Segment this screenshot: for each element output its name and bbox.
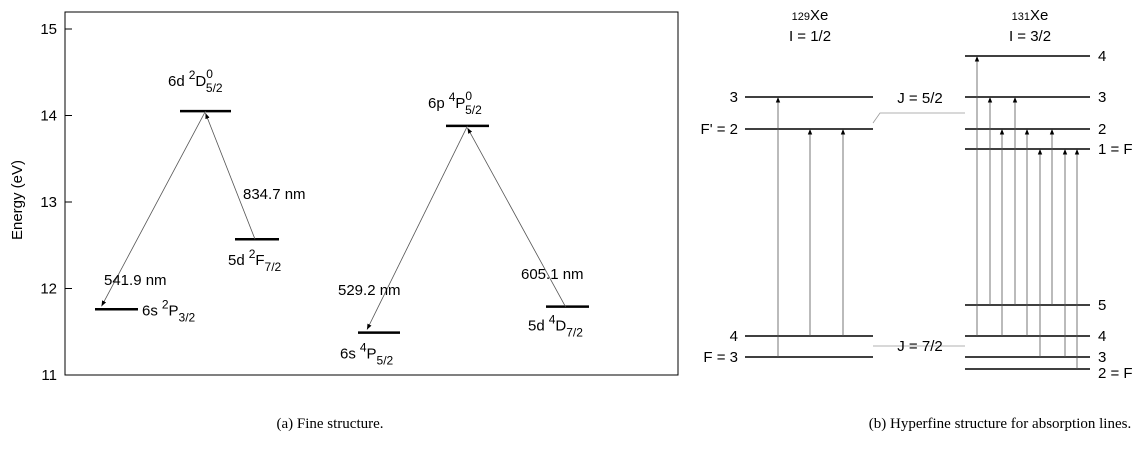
level-label: 3 (1098, 349, 1106, 366)
level-label: 5 (1098, 297, 1106, 314)
multiplicity: 2 (189, 68, 196, 82)
plot-frame (64, 11, 679, 376)
y-axis-label: Energy (eV) (9, 160, 26, 240)
j: 7/2 (265, 260, 282, 274)
j: 5/2 (465, 103, 482, 117)
level-label: 4 (1098, 328, 1106, 345)
y-tick-label: 13 (40, 194, 57, 211)
transition (101, 110, 206, 307)
caption: (a) Fine structure. (276, 416, 383, 432)
term: P (455, 95, 465, 112)
transition-label: 834.7 nm (243, 186, 306, 203)
level-label: 3 (1098, 89, 1106, 106)
isotope-header: 131Xe (1012, 7, 1049, 24)
y-tick-label: 11 (41, 367, 57, 384)
y-tick-label: 15 (40, 21, 57, 38)
transition (467, 127, 566, 307)
transition (205, 113, 256, 240)
transition-label: 541.9 nm (104, 272, 167, 289)
level-label: 5d 4D7/2 (528, 313, 583, 340)
j-label: J = 7/2 (897, 338, 942, 355)
level-label: 3 (730, 89, 738, 106)
j: 5/2 (377, 354, 394, 368)
mass: 129 (792, 11, 810, 23)
config: 6s (340, 346, 356, 363)
level-label: 6s 4P5/2 (340, 341, 394, 368)
symbol: Xe (1030, 7, 1048, 24)
parity: 0 (465, 89, 472, 103)
term: P (169, 302, 179, 319)
level-label: 6d 2D0 5/2 (168, 67, 223, 95)
hyperfine-panel: 129Xe I = 1/2 131Xe I = 3/2 J = 5/2 J = … (701, 7, 1133, 432)
parity: 0 (206, 67, 213, 81)
multiplicity: 2 (162, 297, 169, 311)
term: P (367, 346, 377, 363)
j: 5/2 (206, 81, 223, 95)
config: 5d (528, 318, 545, 335)
config: 6p (428, 95, 445, 112)
config: 5d (228, 252, 245, 269)
level-label: 4 (730, 328, 738, 345)
spin: I = 3/2 (1009, 28, 1051, 45)
transition-label: 529.2 nm (338, 282, 401, 299)
fine-structure-panel: Energy (eV) (a) Fine structure. 11 12 13 14… (9, 11, 679, 432)
level-label: F = 3 (703, 349, 738, 366)
multiplicity: 4 (549, 313, 556, 327)
isotope-header: 129Xe (792, 7, 829, 24)
multiplicity: 4 (360, 341, 367, 355)
config: 6d (168, 73, 185, 90)
level-label: 1 = F (1098, 141, 1133, 158)
j-label: J = 5/2 (897, 90, 942, 107)
transition-label: 605.1 nm (521, 266, 584, 283)
term: D (195, 73, 206, 90)
level-label: 6s 2P3/2 (142, 297, 196, 324)
j: 3/2 (179, 310, 196, 324)
config: 6s (142, 302, 158, 319)
j: 7/2 (566, 326, 583, 340)
symbol: Xe (810, 7, 828, 24)
multiplicity: 2 (249, 247, 256, 261)
level-label: F' = 2 (701, 121, 738, 138)
caption: (b) Hyperfine structure for absorption l… (869, 416, 1131, 432)
y-tick-label: 14 (40, 108, 57, 125)
level-label: 2 (1098, 121, 1106, 138)
mass: 131 (1012, 11, 1030, 23)
level-label: 5d 2F7/2 (228, 247, 282, 274)
transition (366, 125, 468, 330)
connector (872, 112, 965, 124)
level-label: 4 (1098, 48, 1106, 65)
term: F (255, 252, 264, 269)
level-label: 6p 4P0 5/2 (428, 89, 482, 117)
multiplicity: 4 (449, 90, 456, 104)
y-tick-label: 12 (40, 281, 57, 298)
spin: I = 1/2 (789, 28, 831, 45)
level-label: 2 = F (1098, 365, 1133, 382)
term: D (555, 318, 566, 335)
